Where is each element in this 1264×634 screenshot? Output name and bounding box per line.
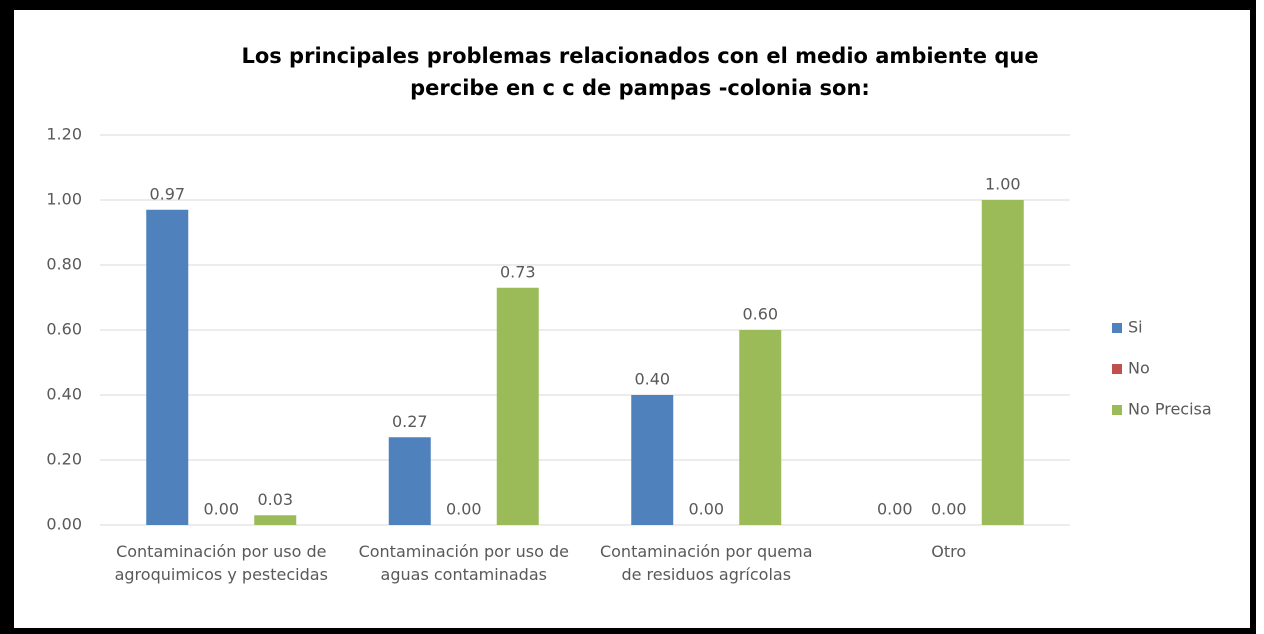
legend-label: No Precisa (1128, 400, 1212, 419)
chart-title: Los principales problemas relacionados c… (241, 44, 1039, 68)
y-tick-label: 0.20 (46, 450, 82, 469)
x-tick-label: Contaminación por uso de agroquimicos y … (114, 542, 328, 584)
data-label: 0.97 (149, 184, 185, 203)
legend-swatch (1112, 364, 1122, 374)
bar (631, 395, 674, 525)
x-tick-label: Contaminación por quema de residuos agrí… (599, 542, 813, 584)
y-tick-label: 0.80 (46, 255, 82, 274)
data-label: 0.00 (688, 500, 724, 519)
data-label: 0.00 (203, 500, 239, 519)
data-label: 0.00 (877, 500, 913, 519)
legend-label: No (1128, 359, 1150, 378)
data-label: 0.73 (500, 262, 536, 281)
bar (496, 287, 539, 525)
legend-swatch (1112, 323, 1122, 333)
bar (739, 330, 782, 525)
x-tick-label: Otro (931, 542, 967, 561)
data-label: 0.00 (446, 500, 482, 519)
data-label: 0.03 (257, 490, 293, 509)
y-tick-label: 0.40 (46, 385, 82, 404)
x-tick-label: Contaminación por uso de aguas contamina… (358, 542, 569, 584)
data-label: 0.40 (634, 370, 670, 389)
y-tick-label: 0.60 (46, 320, 82, 339)
y-tick-label: 0.00 (46, 515, 82, 534)
y-tick-label: 1.20 (46, 125, 82, 144)
bar (254, 515, 297, 525)
data-label: 1.00 (985, 175, 1021, 194)
legend-label: Si (1128, 318, 1143, 337)
legend-swatch (1112, 405, 1122, 415)
data-label: 0.60 (742, 305, 778, 324)
y-tick-label: 1.00 (46, 190, 82, 209)
data-label: 0.00 (931, 500, 967, 519)
bar (146, 209, 189, 525)
data-label: 0.27 (392, 412, 428, 431)
bar (981, 200, 1024, 525)
chart-title: percibe en c c de pampas -colonia son: (410, 76, 870, 100)
bar (388, 437, 431, 525)
